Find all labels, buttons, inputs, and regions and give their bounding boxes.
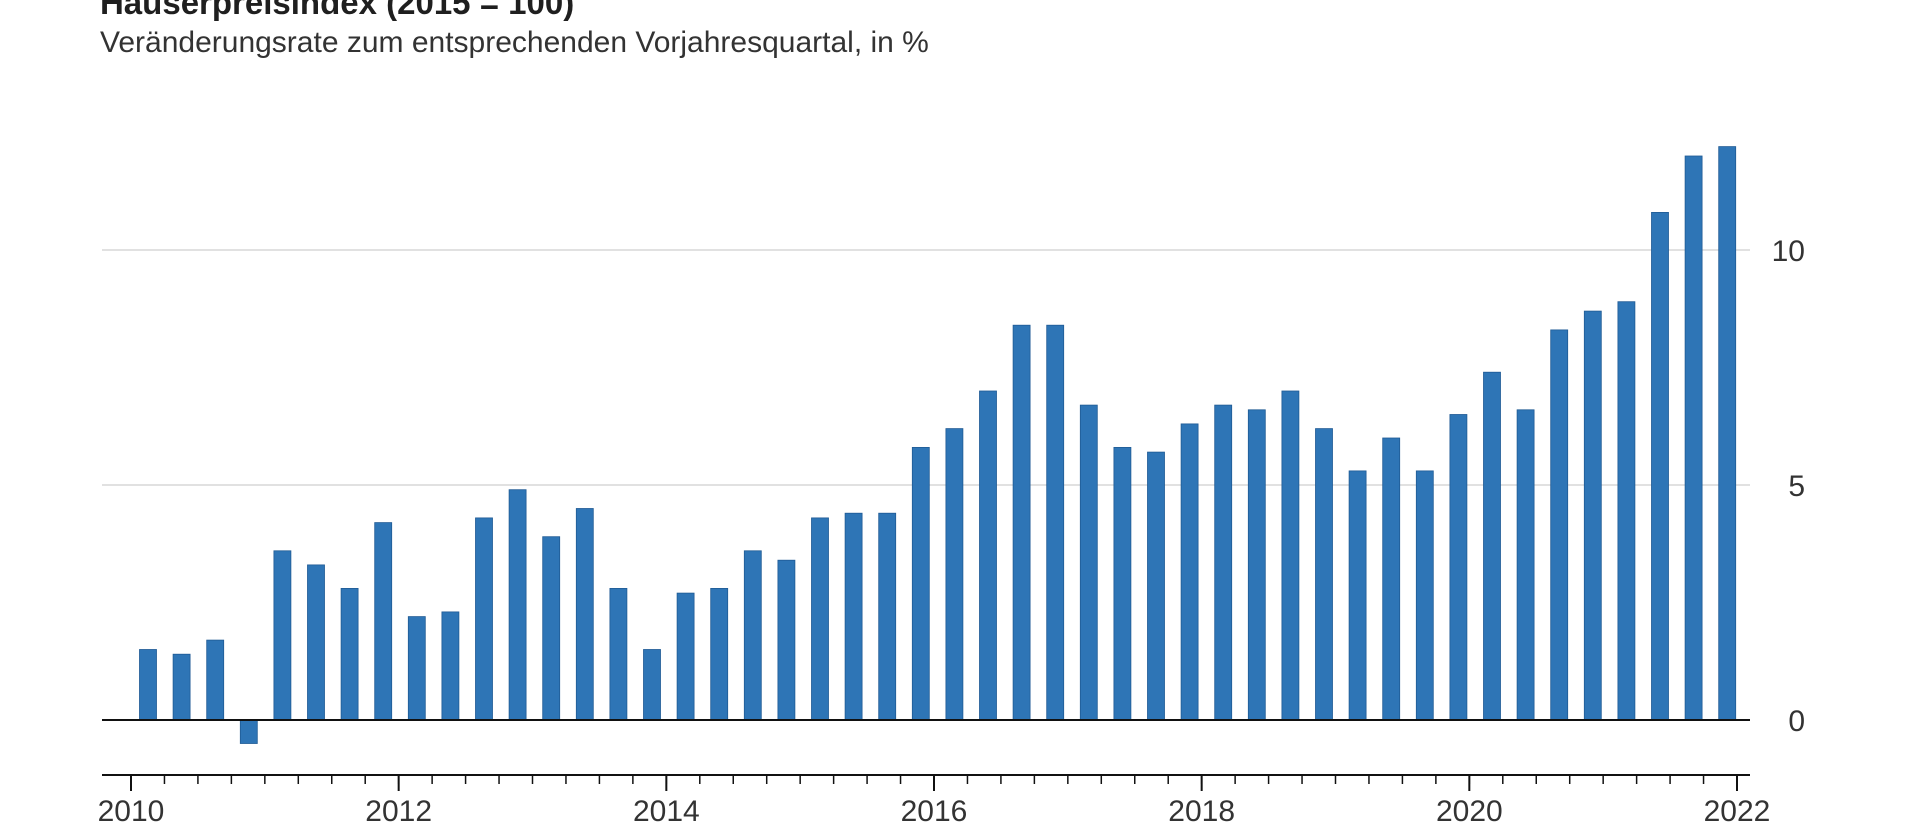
bar: [542, 536, 561, 721]
bar: [1382, 437, 1401, 721]
bar: [1348, 470, 1367, 721]
bar: [979, 390, 997, 721]
bar: [1012, 324, 1031, 721]
bar: [1651, 211, 1669, 721]
bar: [1718, 146, 1737, 721]
bars: [139, 146, 1737, 744]
bar: [307, 564, 325, 721]
x-tick-label: 2016: [901, 795, 968, 823]
bar: [811, 517, 829, 721]
bar: [710, 588, 729, 721]
y-tick-label: 0: [1788, 705, 1805, 738]
bar: [172, 653, 191, 721]
y-tick-label: 10: [1772, 235, 1805, 268]
bar: [1180, 423, 1199, 721]
bar: [1483, 371, 1501, 721]
bar: [1113, 446, 1132, 721]
bar: [206, 639, 225, 721]
tick-labels: 0 5 10 2010 2012 2014 2016 2018 2020 2022: [98, 235, 1805, 823]
bar: [676, 592, 695, 721]
bar: [340, 588, 359, 721]
bar: [475, 517, 493, 721]
x-tick-label: 2022: [1704, 795, 1771, 823]
bar: [374, 522, 393, 721]
bar: [1415, 470, 1434, 721]
bar: [643, 649, 661, 721]
bar: [609, 588, 628, 721]
bar: [1214, 404, 1233, 721]
bar: [777, 559, 796, 721]
bar: [508, 489, 527, 721]
chart-subtitle: Veränderungsrate zum entsprechenden Vorj…: [100, 26, 929, 59]
bar: [575, 508, 594, 721]
bar: [1147, 451, 1165, 721]
bar: [407, 616, 426, 721]
bar: [139, 649, 157, 721]
bar: [1617, 301, 1636, 721]
y-tick-label: 5: [1788, 470, 1805, 503]
bar: [273, 550, 292, 721]
bar: [441, 611, 460, 721]
bar: [1684, 155, 1703, 721]
bar: [1046, 324, 1065, 721]
bar: [1079, 404, 1098, 721]
x-tick-label: 2020: [1436, 795, 1503, 823]
bar: [1550, 329, 1569, 721]
bar: [743, 550, 762, 721]
chart-title: Häuserpreisindex (2015 = 100): [100, 0, 575, 21]
x-tick-label: 2010: [98, 795, 165, 823]
x-tick-label: 2018: [1168, 795, 1235, 823]
bar: [1281, 390, 1300, 721]
x-tick-label: 2012: [365, 795, 432, 823]
bar: [911, 446, 930, 721]
axes: [102, 719, 1750, 791]
bar: [1583, 310, 1602, 721]
x-tick-label: 2014: [633, 795, 700, 823]
bar: [239, 719, 258, 744]
bar: [1247, 409, 1266, 721]
bar: [1516, 409, 1535, 721]
bar: [878, 512, 897, 721]
bar: [1449, 414, 1468, 721]
bar: [1315, 428, 1333, 721]
bar: [844, 512, 863, 721]
bar: [945, 428, 964, 721]
